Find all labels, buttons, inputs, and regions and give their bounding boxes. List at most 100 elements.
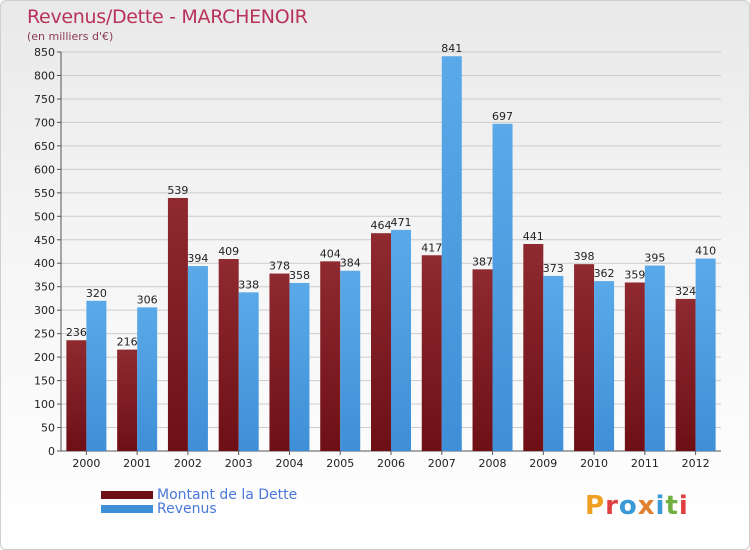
bar-dette	[371, 233, 391, 451]
legend-label-dette: Montant de la Dette	[157, 487, 298, 503]
data-label-revenus: 384	[340, 257, 361, 270]
bar-revenus	[238, 292, 259, 451]
y-tick-label: 50	[41, 422, 55, 435]
data-label-revenus: 338	[238, 278, 259, 291]
y-tick-label: 250	[34, 328, 55, 341]
logo-letter: i	[655, 491, 666, 521]
y-tick-label: 400	[34, 257, 55, 270]
y-tick-label: 0	[48, 445, 55, 458]
y-tick-label: 850	[34, 46, 55, 59]
bar-revenus	[543, 275, 564, 451]
y-tick-label: 750	[34, 93, 55, 106]
y-tick-label: 350	[34, 281, 55, 294]
x-tick-label: 2001	[123, 457, 151, 470]
data-label-dette: 441	[523, 230, 544, 243]
y-tick-label: 600	[34, 163, 55, 176]
data-label-dette: 216	[117, 336, 138, 349]
data-label-revenus: 841	[441, 42, 462, 55]
data-label-dette: 236	[66, 326, 87, 339]
bar-revenus	[594, 281, 615, 451]
bar-dette	[269, 273, 290, 451]
data-label-revenus: 373	[543, 262, 564, 275]
bar-dette	[66, 340, 87, 451]
bar-revenus	[187, 266, 208, 451]
chart-title: Revenus/Dette - MARCHENOIR	[27, 6, 308, 28]
data-label-revenus: 306	[137, 293, 158, 306]
bar-revenus	[391, 229, 411, 451]
x-tick-label: 2003	[225, 457, 253, 470]
data-label-revenus: 394	[187, 252, 208, 265]
proxiti-logo: Proxiti	[585, 491, 689, 521]
data-label-revenus: 395	[644, 252, 665, 265]
data-label-dette: 464	[371, 219, 392, 232]
legend-label-revenus: Revenus	[157, 501, 217, 517]
logo-letter: o	[618, 491, 638, 521]
logo-letter: r	[605, 491, 619, 521]
logo-letter: t	[665, 491, 679, 521]
x-tick-label: 2005	[326, 457, 354, 470]
bar-revenus	[644, 265, 665, 451]
logo-letter: i	[678, 491, 689, 521]
legend-swatch-dette	[101, 491, 153, 499]
data-label-dette: 324	[675, 285, 696, 298]
data-label-revenus: 358	[289, 269, 310, 282]
bar-revenus	[492, 123, 513, 451]
bar-revenus	[137, 307, 158, 451]
y-tick-label: 550	[34, 187, 55, 200]
bar-dette	[523, 243, 544, 451]
bar-dette	[472, 269, 493, 451]
y-tick-label: 200	[34, 351, 55, 364]
bar-revenus	[86, 300, 107, 451]
data-label-dette: 539	[167, 184, 188, 197]
y-tick-label: 700	[34, 116, 55, 129]
x-tick-label: 2004	[275, 457, 303, 470]
data-label-dette: 404	[320, 247, 341, 260]
data-label-dette: 387	[472, 255, 493, 268]
y-tick-label: 150	[34, 375, 55, 388]
data-label-revenus: 697	[492, 110, 513, 123]
x-tick-label: 2008	[479, 457, 507, 470]
x-tick-label: 2000	[72, 457, 100, 470]
bar-revenus	[441, 56, 462, 452]
data-label-revenus: 410	[695, 245, 716, 258]
data-label-dette: 378	[269, 260, 290, 273]
x-tick-label: 2011	[631, 457, 659, 470]
x-tick-label: 2007	[428, 457, 456, 470]
chart-subtitle: (en milliers d'€)	[27, 30, 114, 43]
data-label-revenus: 471	[391, 216, 412, 229]
y-tick-label: 100	[34, 398, 55, 411]
x-tick-label: 2012	[682, 457, 710, 470]
bar-dette	[675, 298, 696, 451]
bar-dette	[574, 264, 595, 451]
y-tick-label: 300	[34, 304, 55, 317]
data-label-revenus: 320	[86, 287, 107, 300]
data-label-revenus: 362	[594, 267, 615, 280]
data-label-dette: 359	[624, 268, 645, 281]
legend-swatch-revenus	[101, 505, 153, 513]
y-tick-label: 450	[34, 234, 55, 247]
x-tick-label: 2009	[529, 457, 557, 470]
legend-item-revenus: Revenus	[101, 501, 217, 517]
x-tick-label: 2006	[377, 457, 405, 470]
data-label-dette: 398	[574, 250, 595, 263]
bar-revenus	[340, 270, 361, 451]
legend-item-dette: Montant de la Dette	[101, 487, 297, 503]
bar-dette	[117, 349, 138, 451]
bar-dette	[218, 259, 239, 451]
bar-revenus	[695, 258, 716, 451]
bar-dette	[320, 261, 341, 451]
y-tick-label: 800	[34, 69, 55, 82]
bar-dette	[421, 255, 442, 451]
data-label-dette: 409	[218, 245, 239, 258]
bar-dette	[624, 282, 645, 451]
y-tick-label: 650	[34, 140, 55, 153]
y-tick-label: 500	[34, 210, 55, 223]
x-tick-label: 2010	[580, 457, 608, 470]
logo-letter: x	[637, 491, 656, 521]
bar-revenus	[289, 282, 310, 451]
logo-letter: P	[585, 491, 606, 521]
bar-dette	[167, 197, 188, 451]
x-tick-label: 2002	[174, 457, 202, 470]
